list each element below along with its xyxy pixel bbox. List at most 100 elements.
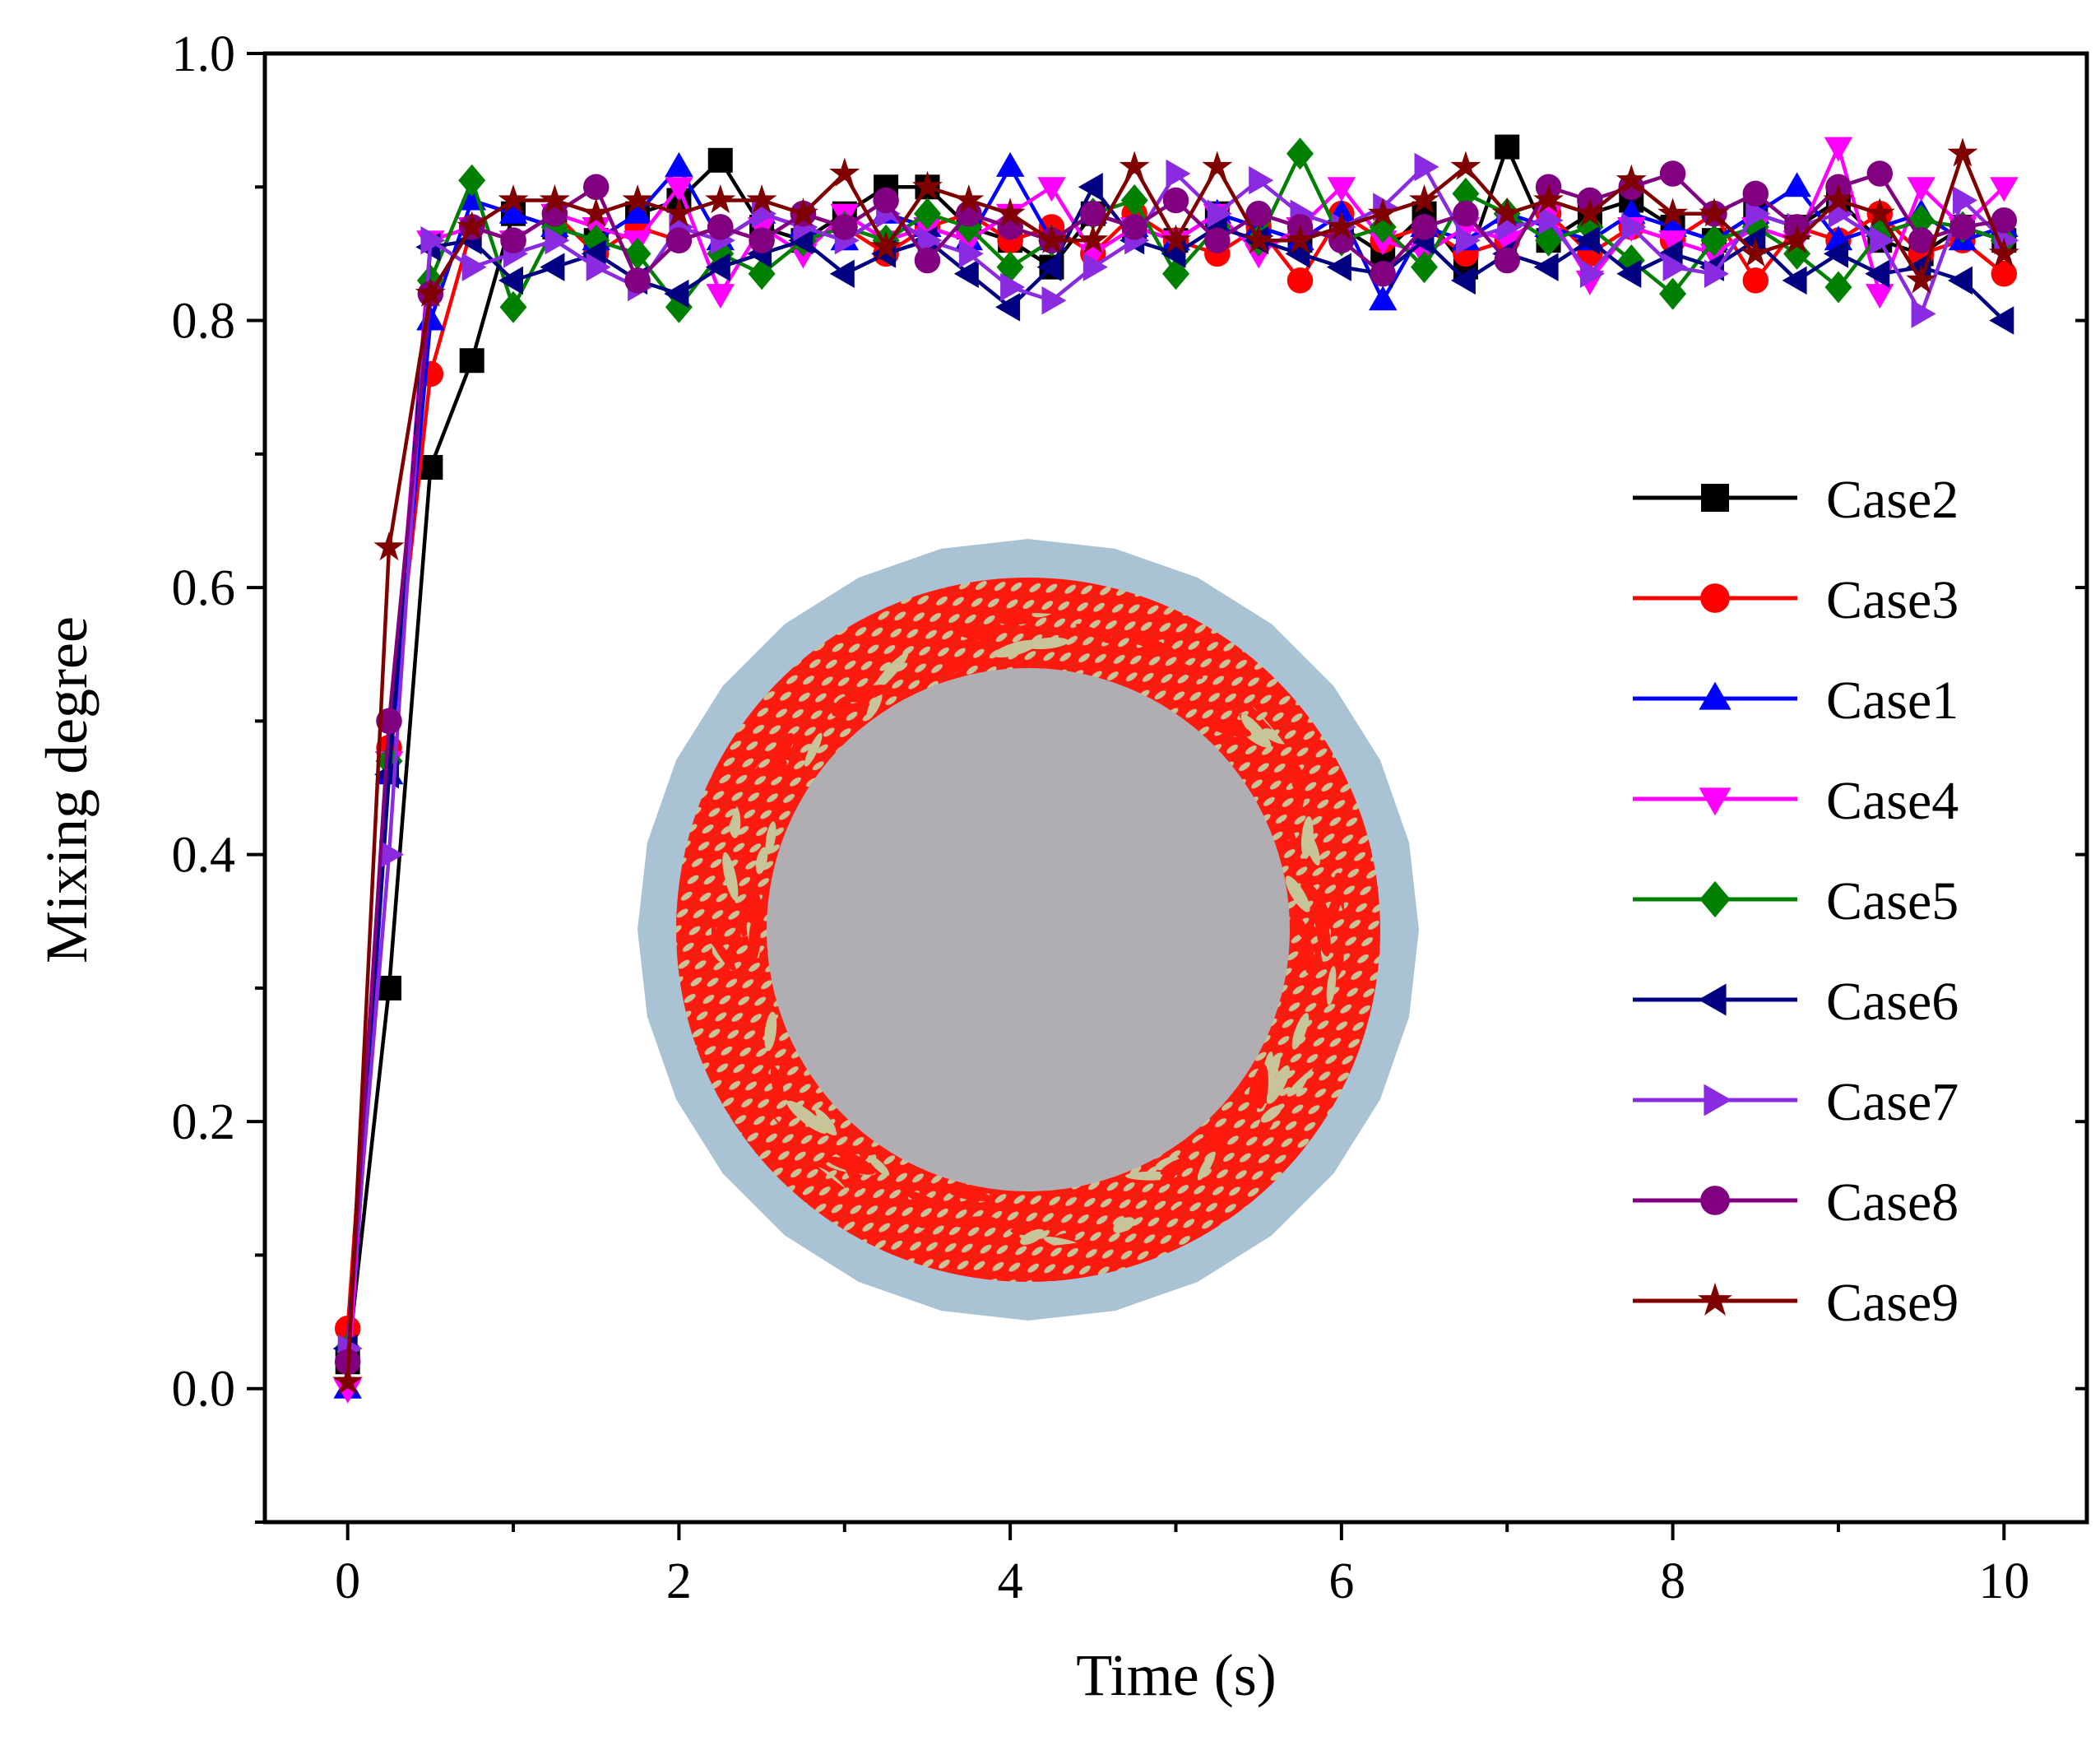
- marker-star: [415, 277, 446, 307]
- marker-circle: [707, 214, 734, 240]
- legend-item-case5: Case5: [1633, 871, 1959, 931]
- marker-triangle-left: [498, 266, 523, 295]
- marker-square: [377, 975, 402, 1000]
- marker-star: [746, 184, 777, 214]
- marker-star: [1574, 197, 1606, 227]
- marker-star: [1243, 224, 1274, 253]
- marker-circle: [1991, 207, 2018, 234]
- legend-label: Case8: [1826, 1172, 1959, 1233]
- particle: [786, 1100, 827, 1134]
- x-tick-label: 8: [1660, 1553, 1685, 1609]
- series-case8: [334, 160, 2018, 1376]
- marker-diamond: [1824, 271, 1852, 304]
- marker-star: [1533, 184, 1565, 214]
- marker-circle: [665, 227, 693, 253]
- marker-triangle-right: [1000, 272, 1026, 302]
- marker-triangle-right: [461, 253, 487, 281]
- marker-triangle-left: [1741, 225, 1766, 255]
- marker-star: [1616, 164, 1647, 193]
- marker-star: [332, 1366, 364, 1395]
- marker-triangle-left: [664, 279, 689, 309]
- marker-triangle-up: [1369, 286, 1398, 311]
- marker-circle: [500, 227, 526, 253]
- marker-square: [1495, 134, 1520, 160]
- marker-star: [1864, 197, 1895, 227]
- marker-star: [1285, 224, 1316, 253]
- marker-triangle-up: [995, 151, 1025, 177]
- particle: [770, 1065, 784, 1102]
- particle: [768, 759, 787, 781]
- marker-circle: [1494, 247, 1520, 274]
- marker-star: [911, 170, 943, 200]
- marker-circle: [914, 247, 941, 274]
- marker-triangle-up: [665, 151, 693, 177]
- series-layer: [332, 134, 2019, 1404]
- marker-star: [663, 197, 694, 227]
- particle: [952, 1216, 997, 1228]
- particle: [1031, 613, 1060, 618]
- legend-label: Case2: [1826, 470, 1959, 530]
- marker-circle: [749, 227, 775, 253]
- marker-diamond: [1120, 184, 1148, 216]
- marker-triangle-right: [379, 840, 404, 869]
- particle: [1291, 1013, 1310, 1050]
- marker-star: [1491, 197, 1523, 227]
- particle: [755, 847, 768, 875]
- legend-label: Case6: [1826, 972, 1959, 1032]
- marker-diamond: [1286, 137, 1314, 170]
- marker-star: [457, 211, 488, 240]
- marker-star: [1326, 211, 1357, 240]
- x-tick-label: 2: [666, 1553, 692, 1609]
- particle: [1301, 936, 1314, 975]
- marker-diamond: [1700, 224, 1728, 257]
- legend-item-case6: Case6: [1633, 972, 1959, 1032]
- particle: [1291, 913, 1310, 941]
- marker-circle: [1080, 200, 1106, 227]
- marker-diamond: [499, 290, 527, 323]
- particle: [948, 1189, 994, 1201]
- marker-triangle-left: [953, 259, 979, 288]
- marker-triangle-down: [1699, 787, 1731, 816]
- marker-star: [581, 197, 612, 227]
- marker-triangle-up: [498, 198, 528, 224]
- marker-triangle-right: [917, 225, 943, 255]
- marker-triangle-down: [665, 177, 693, 202]
- legend-item-case1: Case1: [1633, 671, 1959, 731]
- marker-star: [1699, 197, 1730, 227]
- marker-star: [1036, 224, 1067, 253]
- legend-label: Case4: [1826, 771, 1959, 831]
- marker-star: [1698, 1282, 1732, 1316]
- marker-square: [459, 348, 484, 374]
- marker-triangle-right: [1621, 212, 1647, 242]
- particle: [866, 692, 883, 718]
- particle: [1204, 719, 1252, 737]
- particle: [749, 917, 761, 961]
- particle: [1160, 1157, 1190, 1176]
- marker-triangle-left: [1574, 225, 1600, 255]
- particle: [1326, 966, 1337, 1005]
- marker-circle: [1453, 200, 1479, 227]
- marker-star: [1782, 224, 1813, 253]
- marker-star: [373, 531, 405, 561]
- marker-triangle-down: [1824, 137, 1853, 162]
- legend-label: Case1: [1826, 671, 1959, 731]
- particle: [812, 1115, 837, 1136]
- marker-triangle-left: [1078, 173, 1103, 202]
- marker-triangle-right: [1953, 186, 1977, 215]
- legend-item-case3: Case3: [1633, 570, 1959, 630]
- marker-triangle-left: [995, 293, 1021, 322]
- legend-label: Case5: [1826, 871, 1959, 931]
- particle: [1262, 728, 1288, 745]
- particle: [749, 890, 762, 920]
- marker-star: [1947, 137, 1978, 167]
- legend-label: Case7: [1826, 1072, 1959, 1132]
- axes: 0 2 4 6 8 10 0.0 0.2 0.4 0.6 0.8 1.0: [172, 26, 2087, 1609]
- marker-circle: [1121, 214, 1147, 240]
- marker-triangle-right: [1911, 299, 1936, 328]
- marker-star: [953, 184, 985, 214]
- marker-circle: [1700, 1186, 1730, 1215]
- marker-star: [622, 184, 653, 214]
- marker-diamond: [914, 197, 941, 230]
- particle: [1113, 1217, 1135, 1233]
- marker-triangle-right: [420, 225, 446, 255]
